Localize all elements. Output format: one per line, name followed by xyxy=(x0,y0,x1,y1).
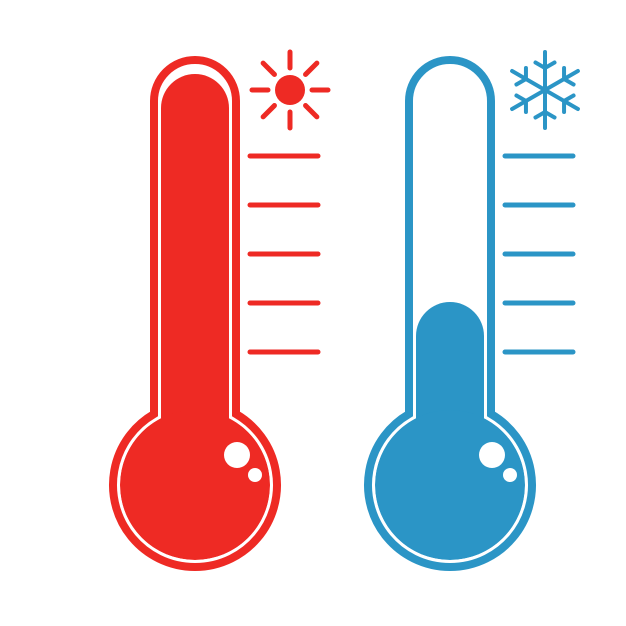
thermometer-cold xyxy=(368,52,578,567)
thermometer-hot-fill xyxy=(120,74,270,560)
thermometer-cold-fill xyxy=(375,302,525,560)
thermometer-infographic xyxy=(0,0,626,626)
bulb-highlight-small xyxy=(248,468,262,482)
thermometer-hot-scale xyxy=(250,156,318,352)
thermometer-cold-scale xyxy=(505,156,573,352)
sun-icon xyxy=(252,52,328,128)
thermometer-hot xyxy=(113,52,328,567)
bulb-highlight xyxy=(479,442,505,468)
bulb-highlight-small xyxy=(503,468,517,482)
snowflake-icon xyxy=(512,52,578,128)
bulb-highlight xyxy=(224,442,250,468)
